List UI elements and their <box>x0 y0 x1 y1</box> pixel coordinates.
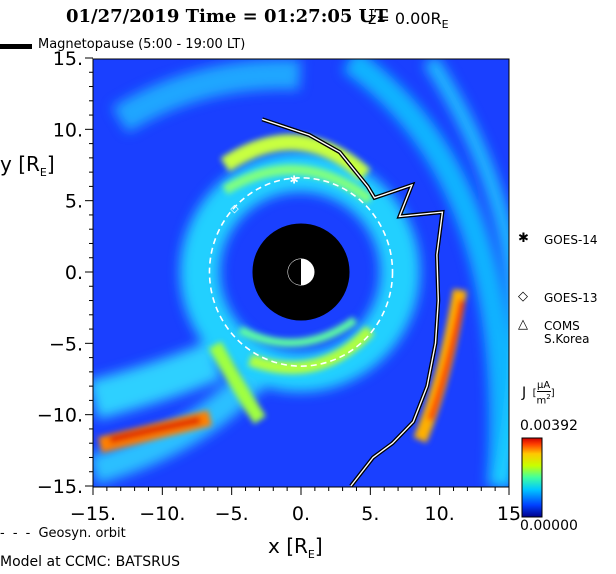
colorbar-max-label: 0.00392 <box>520 418 578 434</box>
satellite-marker-goes-14: ✱ <box>289 173 298 186</box>
magnetopause-boundary <box>261 117 445 488</box>
goes-13-legend-symbol: ◇ <box>518 289 528 304</box>
y-tick-label: 5. <box>65 191 83 213</box>
x-tick-label: 0. <box>292 503 310 525</box>
x-tick-label: −10. <box>139 503 185 525</box>
y-tick-label: 0. <box>65 262 83 284</box>
geosyn-orbit-legend: - - - Geosyn. orbit <box>0 526 126 541</box>
x-tick-label: 10. <box>425 503 455 525</box>
y-tick-label: −10. <box>37 405 83 427</box>
goes-14-legend-label: GOES-14 <box>544 233 598 247</box>
y-axis-label: y [RE] <box>0 152 55 179</box>
colorbar-label: J [ μA m2 ] <box>522 380 555 407</box>
y-axis-ticks: 15. 10. 5. 0. −5. −10. −15. <box>37 48 93 498</box>
page-title: 01/27/2019 Time = 01:27:05 UT <box>66 6 388 27</box>
magnetopause-line <box>261 118 444 487</box>
earth-day-night-icon <box>287 258 315 286</box>
magnetopause-legend-line <box>0 44 32 49</box>
y-tick-label: 15. <box>53 48 83 70</box>
y-tick-label: −15. <box>37 476 83 498</box>
colorbar <box>521 437 543 518</box>
current-sheet-bright <box>98 134 467 453</box>
coms-legend-label: COMS S.Korea <box>544 319 590 346</box>
goes-14-legend-symbol: ✱ <box>518 231 529 246</box>
y-tick-label: −5. <box>49 333 83 355</box>
y-tick-label: 10. <box>53 119 83 141</box>
goes-13-legend-label: GOES-13 <box>544 291 598 305</box>
x-axis-label: x [RE] <box>268 534 323 561</box>
colorbar-min-label: 0.00000 <box>520 518 578 534</box>
x-tick-label: 5. <box>361 503 379 525</box>
z-label: z= 0.00RE <box>368 9 449 32</box>
satellite-marker-goes-13: ◇ <box>230 202 239 215</box>
magnetopause-legend-label: Magnetopause (5:00 - 19:00 LT) <box>38 37 246 52</box>
x-tick-label: −5. <box>215 503 249 525</box>
geosynchronous-orbit <box>208 177 394 367</box>
satellite-markers: ✱◇ <box>230 173 298 215</box>
x-axis-ticks: −15. −10. −5. 0. 5. 10. 15 <box>70 487 521 525</box>
earth-night-side <box>288 259 301 285</box>
x-tick-label: 15 <box>497 503 521 525</box>
x-tick-label: −15. <box>70 503 116 525</box>
model-credit: Model at CCMC: BATSRUS <box>0 554 180 570</box>
coms-legend-symbol: △ <box>518 317 528 332</box>
